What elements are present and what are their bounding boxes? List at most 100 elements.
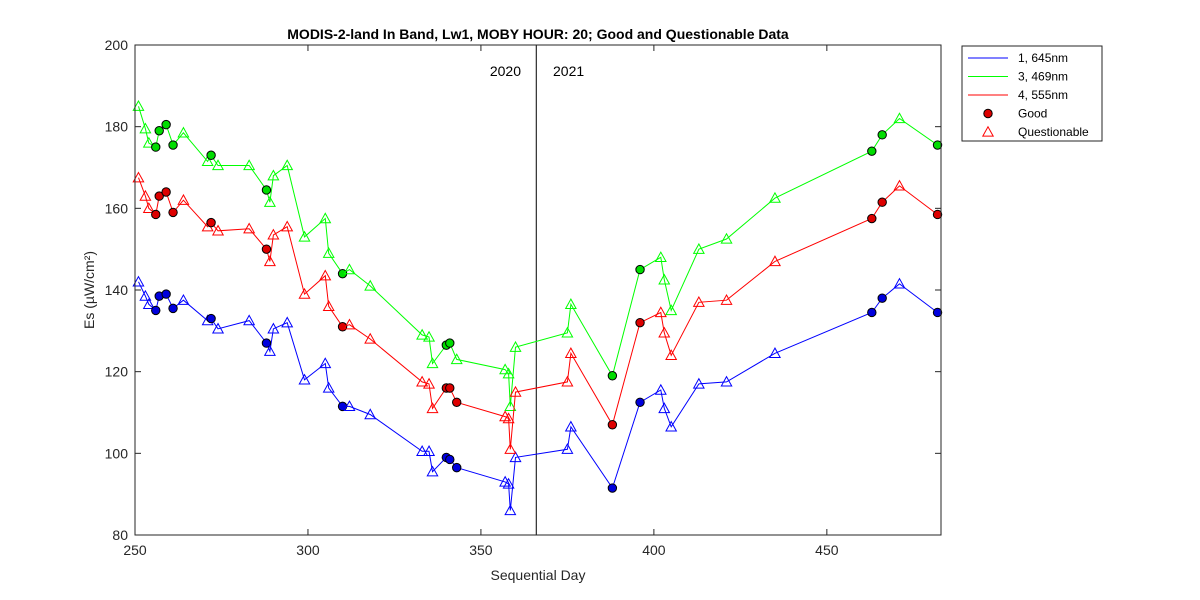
x-tick-label: 400: [642, 542, 666, 558]
data-point-questionable: [504, 400, 517, 412]
data-point-questionable: [142, 202, 155, 213]
data-point-questionable: [720, 293, 733, 305]
y-tick-label: 80: [112, 527, 128, 543]
data-point-questionable: [768, 191, 782, 203]
series-2: [132, 100, 943, 412]
data-point-questionable: [768, 347, 782, 358]
data-point-questionable: [504, 443, 517, 454]
data-point-questionable: [692, 296, 705, 307]
data-point-good: [607, 371, 618, 381]
data-point-questionable: [422, 377, 436, 389]
data-point-questionable: [561, 443, 574, 454]
data-point-good: [867, 307, 877, 318]
data-point-questionable: [564, 420, 577, 432]
data-point-good: [261, 244, 272, 254]
plot-area: [135, 45, 941, 535]
data-point-good: [932, 140, 943, 150]
data-point-questionable: [298, 287, 311, 299]
data-point-good: [867, 146, 877, 156]
data-point-questionable: [364, 279, 377, 291]
data-point-questionable: [499, 410, 512, 422]
data-point-questionable: [665, 304, 678, 316]
x-tick-label: 300: [296, 542, 320, 558]
data-point-questionable: [139, 289, 152, 301]
data-point-questionable: [561, 326, 574, 338]
data-point-questionable: [263, 195, 276, 207]
data-point-good: [206, 313, 216, 324]
data-point-good: [161, 289, 171, 299]
data-point-questionable: [267, 228, 280, 240]
chart-title: MODIS-2-land In Band, Lw1, MOBY HOUR: 20…: [287, 26, 789, 42]
data-point-questionable: [211, 159, 225, 171]
data-point-good: [168, 303, 178, 314]
data-point-questionable: [281, 220, 294, 232]
data-point-questionable: [692, 242, 705, 254]
data-point-questionable: [267, 322, 280, 334]
x-tick-label: 450: [815, 542, 839, 558]
data-point-questionable: [281, 316, 294, 328]
data-point-good: [151, 142, 161, 152]
data-point-questionable: [416, 375, 429, 387]
data-point-questionable: [343, 318, 356, 330]
year-label-2020: 2020: [490, 63, 521, 79]
data-point-questionable: [263, 345, 276, 356]
data-point-questionable: [298, 373, 311, 385]
data-point-good: [161, 119, 171, 130]
x-tick-label: 250: [123, 542, 147, 558]
data-point-questionable: [893, 277, 906, 289]
data-point-questionable: [298, 230, 311, 242]
data-point-questionable: [139, 189, 152, 201]
data-point-questionable: [720, 232, 733, 244]
data-point-questionable: [263, 255, 276, 267]
data-point-questionable: [426, 357, 439, 369]
data-point-good: [932, 307, 943, 318]
year-label-2021: 2021: [553, 63, 584, 79]
y-tick-label: 120: [105, 364, 129, 380]
y-tick-label: 160: [105, 200, 129, 216]
data-point-questionable: [426, 402, 439, 414]
series-layer: [132, 100, 943, 516]
data-point-questionable: [416, 328, 429, 340]
y-axis-title: Es (µW/cm²): [81, 251, 97, 329]
data-point-questionable: [319, 212, 332, 224]
data-point-questionable: [658, 326, 671, 338]
series-3: [132, 171, 943, 454]
legend-marker-questionable: [981, 125, 995, 137]
data-point-questionable: [132, 171, 145, 183]
data-point-good: [877, 197, 887, 207]
data-point-good: [445, 454, 455, 465]
data-point-good: [168, 207, 178, 218]
x-axis-title: Sequential Day: [491, 567, 586, 583]
data-point-questionable: [658, 402, 671, 414]
data-point-good: [635, 264, 645, 275]
data-point-good: [161, 187, 171, 197]
data-point-questionable: [243, 314, 256, 326]
data-point-questionable: [564, 347, 577, 358]
data-point-questionable: [665, 420, 678, 432]
data-point-good: [206, 150, 216, 160]
data-point-questionable: [177, 126, 190, 138]
data-point-questionable: [502, 367, 515, 379]
data-point-questionable: [281, 159, 294, 171]
data-point-questionable: [509, 385, 522, 397]
data-point-questionable: [658, 273, 671, 285]
data-point-questionable: [561, 375, 574, 387]
data-point-good: [877, 293, 887, 303]
x-tick-label: 350: [469, 542, 493, 558]
legend-label-good: Good: [1018, 107, 1047, 121]
data-point-questionable: [132, 275, 145, 287]
legend-box: [961, 45, 1103, 142]
data-point-good: [607, 483, 618, 493]
data-point-questionable: [893, 179, 906, 191]
data-point-good: [168, 140, 178, 150]
data-point-questionable: [654, 251, 667, 262]
data-point-good: [932, 209, 943, 220]
data-point-good: [635, 317, 645, 328]
data-point-good: [261, 338, 272, 348]
data-point-questionable: [177, 293, 190, 305]
data-point-questionable: [692, 377, 705, 389]
legend: 1, 645nm 3, 469nm 4, 555nm Good Questionable: [961, 45, 1103, 142]
data-point-good: [635, 397, 645, 407]
data-point-good: [154, 126, 164, 136]
